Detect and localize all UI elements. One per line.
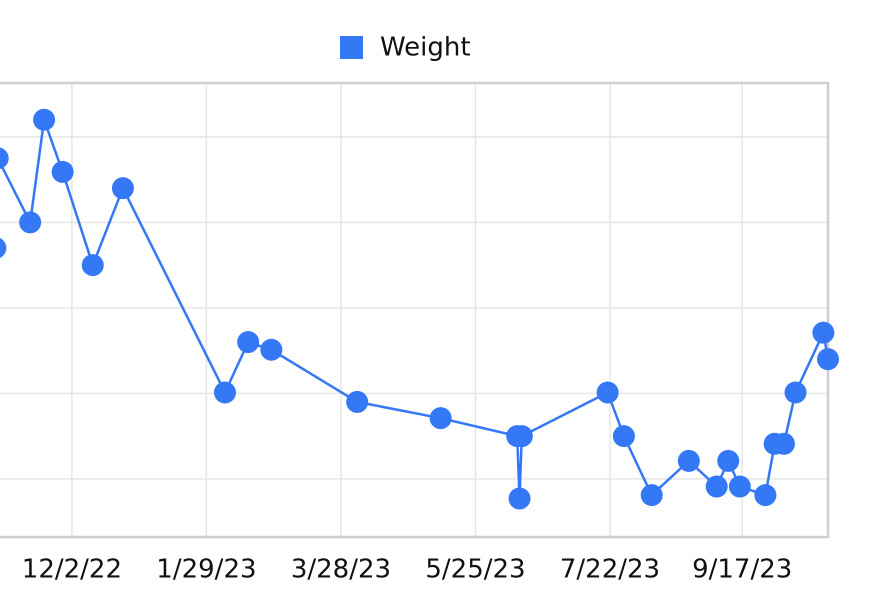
data-point — [784, 381, 807, 404]
data-point — [0, 238, 7, 258]
plot-frame — [0, 81, 830, 539]
data-point — [705, 475, 728, 498]
x-tick-label: 1/29/23 — [156, 555, 256, 585]
data-point — [817, 348, 839, 371]
data-point — [81, 254, 104, 277]
data-point — [754, 484, 777, 507]
data-point — [717, 449, 740, 472]
series-line — [0, 118, 830, 500]
x-tick-label: 12/2/22 — [22, 555, 122, 585]
data-point — [237, 331, 260, 354]
data-point — [612, 425, 635, 448]
x-tick-label: 9/17/23 — [692, 555, 792, 585]
data-point — [510, 425, 533, 448]
data-point — [812, 321, 835, 344]
data-point — [19, 211, 42, 234]
data-point — [677, 449, 700, 472]
x-tick-label: 7/22/23 — [560, 555, 660, 585]
data-point — [260, 338, 283, 361]
data-point — [346, 390, 369, 413]
legend-label: Weight — [380, 33, 471, 63]
data-point — [0, 147, 9, 169]
legend-swatch — [340, 36, 363, 59]
data-point — [429, 407, 452, 430]
data-point — [728, 475, 751, 498]
x-tick-label: 5/25/23 — [425, 555, 525, 585]
data-point — [111, 177, 134, 200]
data-point — [508, 487, 531, 510]
data-point — [213, 381, 236, 404]
data-point — [33, 108, 56, 131]
data-point — [640, 484, 663, 507]
data-point — [596, 381, 619, 404]
data-point — [772, 432, 795, 455]
data-point — [51, 160, 74, 183]
x-tick-label: 3/28/23 — [291, 555, 391, 585]
